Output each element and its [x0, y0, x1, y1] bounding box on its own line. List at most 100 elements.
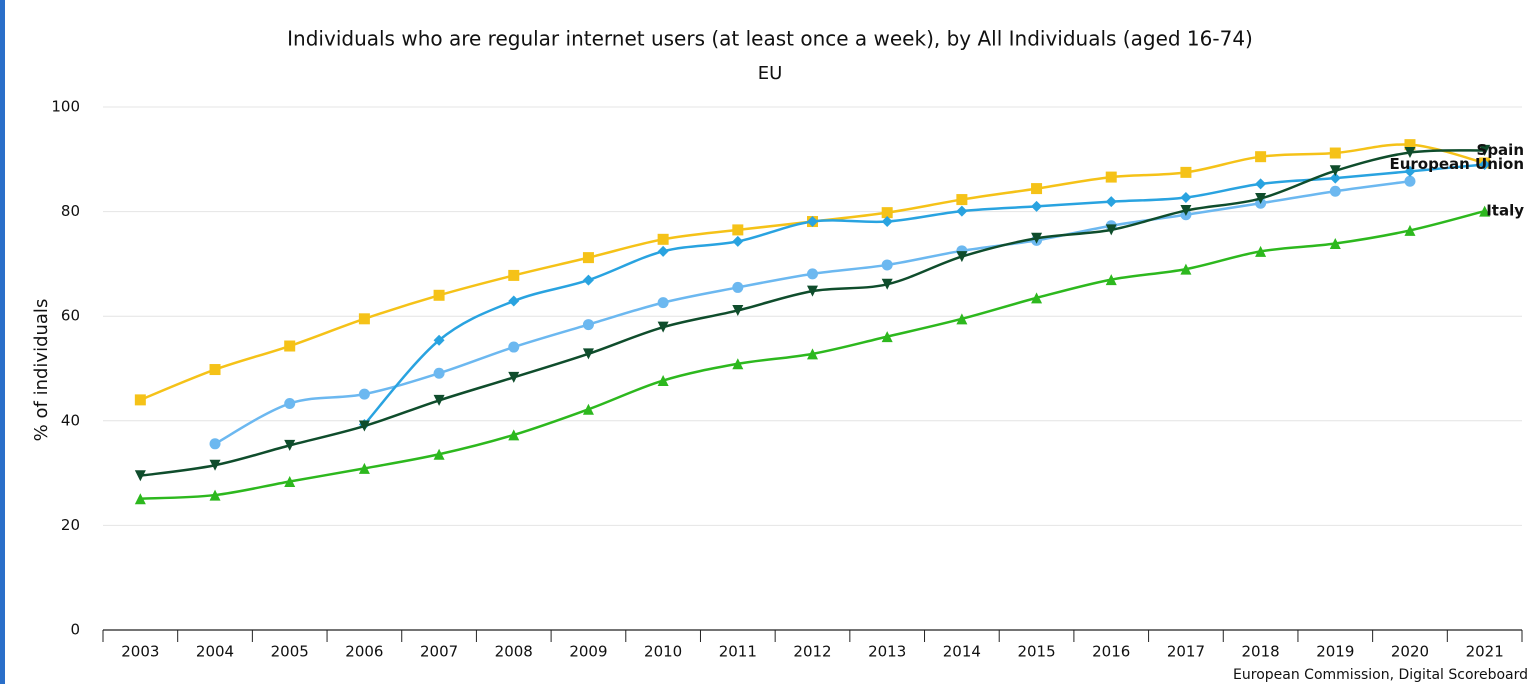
marker — [582, 252, 594, 264]
x-tick-label: 2012 — [793, 643, 831, 661]
marker — [807, 285, 818, 297]
marker — [732, 358, 744, 370]
marker — [134, 394, 146, 406]
marker — [508, 429, 520, 441]
marker — [1255, 245, 1267, 257]
x-tick-label: 2016 — [1092, 643, 1130, 661]
marker — [582, 403, 594, 415]
marker — [433, 367, 445, 379]
x-tick-label: 2007 — [420, 643, 458, 661]
marker — [1404, 224, 1416, 236]
series-label: Spain — [1477, 141, 1524, 159]
marker — [358, 462, 370, 474]
marker — [1329, 147, 1341, 159]
marker — [807, 268, 818, 280]
marker — [433, 289, 445, 301]
y-tick-label: 60 — [61, 307, 80, 325]
marker — [1105, 274, 1117, 286]
marker — [1404, 147, 1416, 159]
marker — [657, 321, 669, 333]
marker — [1105, 196, 1117, 208]
marker — [881, 278, 893, 290]
marker — [1255, 178, 1267, 190]
marker — [1329, 165, 1341, 177]
marker — [134, 493, 146, 505]
marker — [1479, 159, 1491, 171]
marker — [358, 388, 370, 400]
marker — [732, 281, 744, 293]
x-tick-label: 2005 — [271, 643, 309, 661]
marker — [358, 313, 370, 325]
x-tick-label: 2013 — [868, 643, 906, 661]
marker — [956, 205, 968, 217]
y-tick-label: 80 — [61, 202, 80, 220]
chart-subtitle: EU — [758, 63, 783, 84]
x-tick-label: 2014 — [943, 643, 981, 661]
marker — [508, 341, 520, 353]
marker — [881, 216, 893, 228]
marker — [1404, 139, 1416, 151]
marker — [508, 371, 520, 383]
marker — [433, 448, 445, 460]
marker — [1031, 292, 1043, 304]
marker — [956, 194, 968, 206]
source: European Commission, Digital Scoreboard — [1233, 667, 1528, 683]
series-label: European Union — [1389, 155, 1524, 173]
marker — [1180, 263, 1192, 275]
marker — [582, 319, 594, 331]
marker — [209, 438, 221, 450]
marker — [657, 233, 669, 245]
marker — [1404, 165, 1416, 177]
marker — [807, 348, 818, 360]
marker — [1180, 205, 1192, 217]
marker — [807, 216, 818, 228]
marker — [1031, 232, 1043, 244]
marker — [209, 489, 221, 501]
x-tick-label: 2017 — [1167, 643, 1205, 661]
x-tick-label: 2020 — [1391, 643, 1429, 661]
marker — [1404, 175, 1416, 187]
marker — [582, 348, 594, 360]
marker — [1329, 185, 1341, 197]
marker — [657, 245, 669, 257]
y-axis-label: % of individuals — [31, 299, 52, 442]
marker — [284, 439, 296, 451]
marker — [732, 235, 744, 247]
x-tick-label: 2003 — [121, 643, 159, 661]
marker — [433, 334, 445, 346]
series-label: Italy — [1486, 202, 1524, 220]
marker — [508, 295, 520, 307]
marker — [284, 475, 296, 487]
marker — [657, 297, 669, 309]
marker — [284, 398, 296, 410]
marker — [881, 331, 893, 343]
series-line — [363, 163, 1485, 426]
marker — [209, 459, 221, 471]
marker — [956, 313, 968, 325]
x-tick-label: 2015 — [1017, 643, 1055, 661]
marker — [657, 375, 669, 387]
marker — [1031, 183, 1043, 195]
marker — [508, 269, 520, 281]
marker — [1180, 166, 1192, 178]
marker — [433, 394, 445, 406]
marker — [1329, 172, 1341, 184]
marker — [1105, 224, 1117, 236]
marker — [1255, 151, 1267, 163]
marker — [732, 304, 744, 316]
marker — [1105, 171, 1117, 183]
edge-strip — [0, 0, 5, 684]
marker — [1255, 193, 1267, 205]
y-tick-label: 40 — [61, 411, 80, 429]
marker — [1479, 144, 1491, 156]
x-tick-label: 2008 — [495, 643, 533, 661]
x-tick-label: 2011 — [719, 643, 757, 661]
marker — [732, 224, 744, 236]
x-tick-label: 2018 — [1242, 643, 1280, 661]
marker — [881, 207, 893, 219]
marker — [209, 364, 221, 376]
marker — [134, 470, 146, 482]
marker — [1479, 205, 1491, 217]
marker — [358, 420, 370, 432]
